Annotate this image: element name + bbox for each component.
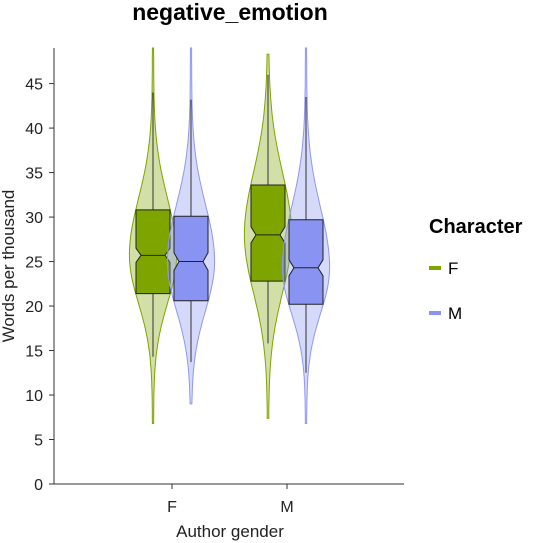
box-m-f [173, 215, 209, 302]
y-tick-label: 10 [25, 388, 43, 405]
box-m-m [288, 219, 324, 305]
plot-area [128, 47, 331, 424]
y-tick-label: 15 [25, 344, 43, 361]
y-tick-label: 45 [25, 77, 43, 94]
y-tick-label: 0 [34, 477, 43, 494]
x-tick-label: F [167, 499, 177, 516]
y-tick-label: 20 [25, 299, 43, 316]
legend-title: Character [429, 216, 523, 238]
x-axis-label: Author gender [176, 522, 284, 541]
legend: Character F M [429, 216, 523, 323]
y-tick-label: 5 [34, 433, 43, 450]
y-tick-label: 25 [25, 255, 43, 272]
y-tick-label: 35 [25, 166, 43, 183]
x-tick-label: M [280, 499, 293, 516]
y-tick-label: 30 [25, 210, 43, 227]
chart-title: negative_emotion [132, 0, 328, 25]
y-tick-label: 40 [25, 121, 43, 138]
box-f-f [135, 209, 171, 295]
y-axis-label: Words per thousand [0, 190, 18, 343]
axes: 0 5 10 15 20 25 30 35 40 45 F M [25, 48, 404, 516]
legend-label-f: F [448, 259, 458, 278]
box-f-m [250, 184, 286, 282]
legend-label-m: M [448, 304, 462, 323]
